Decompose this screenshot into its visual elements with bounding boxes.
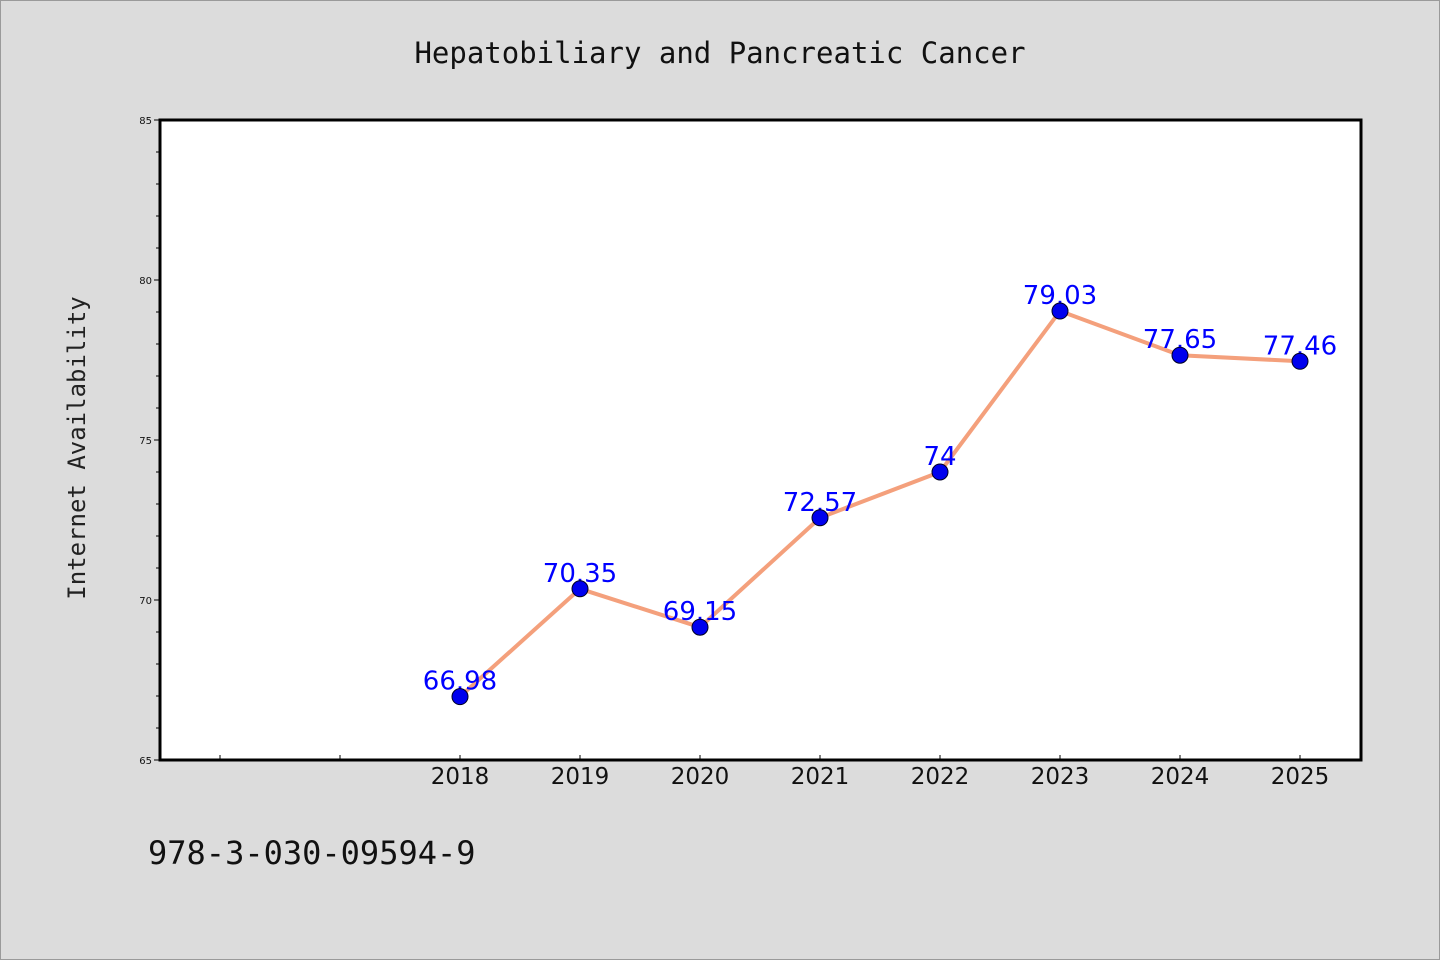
y-axis-ticks: 65 70 75 80 85 bbox=[139, 116, 160, 767]
isbn-footer: 978-3-030-09594-9 bbox=[148, 834, 476, 872]
x-tick-label: 2023 bbox=[1031, 764, 1090, 790]
data-point bbox=[1051, 302, 1069, 320]
y-tick-label: 75 bbox=[139, 436, 152, 447]
data-point bbox=[811, 509, 829, 527]
y-tick-label: 85 bbox=[139, 116, 152, 127]
data-point bbox=[931, 463, 949, 481]
x-axis-ticks: 2018 2019 2020 2021 2022 2023 2024 2025 bbox=[219, 755, 1330, 790]
y-axis-label: Internet Availability bbox=[63, 296, 91, 599]
y-tick-label: 65 bbox=[139, 756, 152, 767]
x-tick-label: 2024 bbox=[1151, 764, 1210, 790]
data-point bbox=[451, 688, 469, 706]
x-tick-label: 2018 bbox=[431, 764, 490, 790]
x-tick-label: 2025 bbox=[1271, 764, 1330, 790]
data-point bbox=[1171, 346, 1189, 364]
y-tick-label: 70 bbox=[139, 596, 152, 607]
series-line bbox=[458, 309, 1302, 699]
x-tick-label: 2022 bbox=[911, 764, 970, 790]
data-point bbox=[1291, 352, 1309, 370]
x-tick-label: 2020 bbox=[671, 764, 730, 790]
chart-title: Hepatobiliary and Pancreatic Cancer bbox=[414, 36, 1025, 70]
data-point bbox=[691, 618, 709, 636]
y-tick-label: 80 bbox=[139, 276, 152, 287]
plot-area bbox=[158, 118, 1363, 762]
x-tick-label: 2019 bbox=[551, 764, 610, 790]
x-tick-label: 2021 bbox=[791, 764, 850, 790]
data-point bbox=[571, 580, 589, 598]
